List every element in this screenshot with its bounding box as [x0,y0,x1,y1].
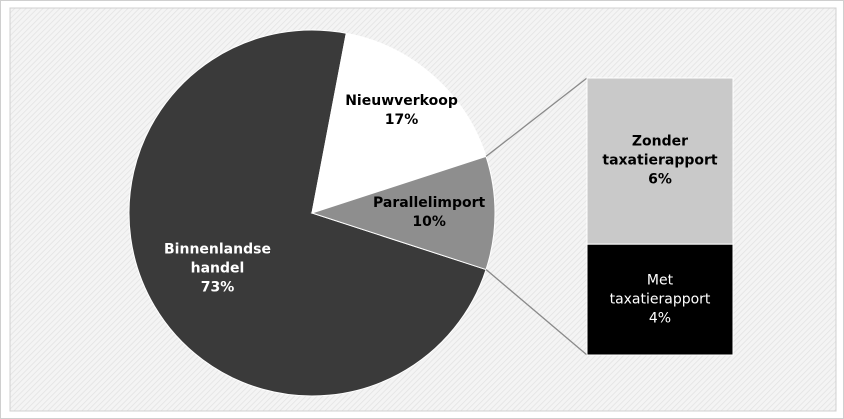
value-label: 17% [384,112,419,129]
category-label: Nieuwverkoop [345,93,458,110]
segment-label: Zonder taxatierapport 6% [595,133,725,190]
slice-label: Nieuwverkoop 17% [337,92,467,130]
pie-slice [311,32,487,214]
value-label: 10% [412,214,446,230]
category-label: Parallelimport [373,195,486,211]
category-label: Binnenlandse handel [164,241,271,277]
pie-slice [128,29,487,397]
slice-label: Binnenlandse handel 73% [162,240,272,297]
pie-slice [310,155,496,271]
connector-line [485,269,588,356]
breakdown-segment [586,243,734,356]
value-label: 6% [648,171,672,188]
category-label: Zonder taxatierapport [602,133,718,169]
slice-label: Parallelimport 10% [364,194,494,232]
value-label: 73% [200,279,235,296]
category-label: Met taxatierapport [609,272,711,308]
segment-label: Met taxatierapport 4% [595,271,725,328]
value-label: 4% [648,310,672,327]
breakdown-segment [586,77,734,245]
connector-line [485,77,588,157]
